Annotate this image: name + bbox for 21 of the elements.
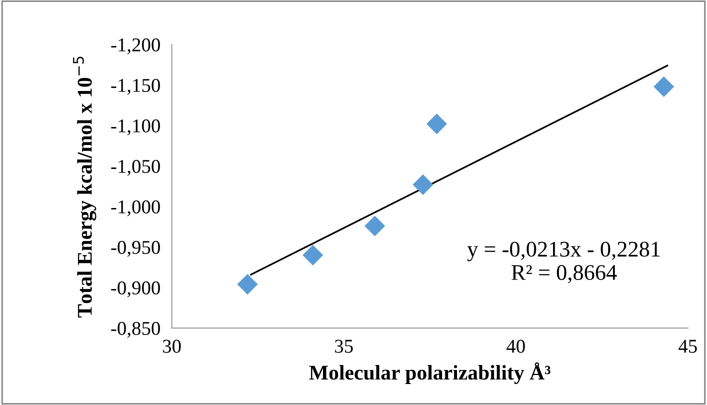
x-tick-label: 45 (678, 340, 697, 353)
annotation: y = -0,0213x - 0,2281 R² = 0,8664 (467, 242, 660, 284)
point (654, 76, 674, 97)
y-tick-label: -0,850 (111, 322, 160, 338)
point (412, 174, 434, 195)
point (302, 244, 324, 266)
y-tick-label: -1,200 (111, 38, 160, 54)
point (426, 114, 448, 134)
y-tick-label: -1,000 (111, 200, 160, 216)
y-axis-title: Total Energy kcal/mol x 10$^{−5}$ (73, 56, 96, 318)
y-tick-label: -1,050 (111, 160, 160, 176)
y-tick-label: -1,100 (111, 119, 160, 136)
x-tick-label: 35 (335, 340, 353, 353)
y-tick-label: -0,950 (111, 240, 160, 257)
y-tick-label: -1,150 (111, 78, 160, 95)
x-tick-label: 40 (506, 340, 525, 353)
y-tick-label: -0,900 (111, 281, 160, 298)
point (237, 274, 258, 295)
point (364, 216, 386, 236)
x-axis-title: Molecular polarizability Å³ (309, 362, 550, 384)
x-tick-label: 30 (163, 340, 181, 353)
